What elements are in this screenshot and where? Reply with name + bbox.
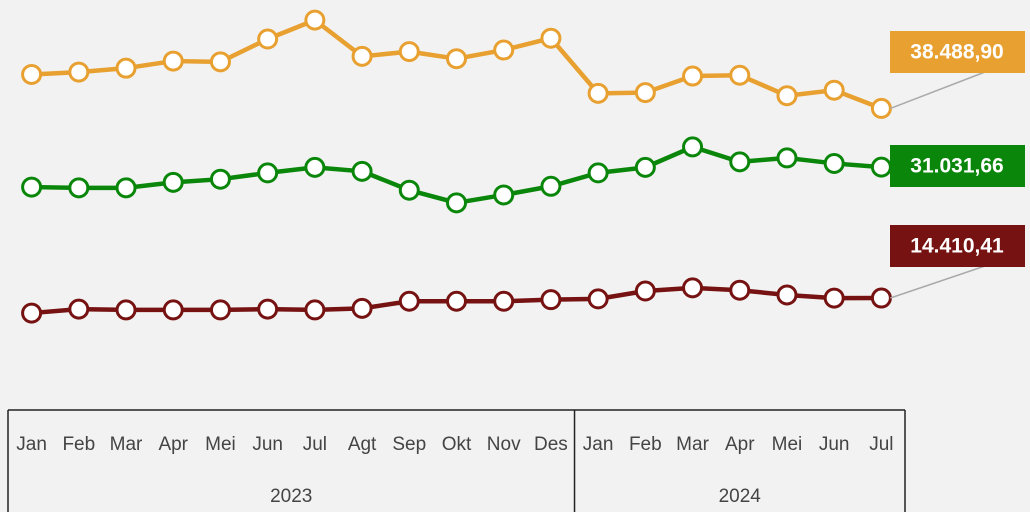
year-label: 2024 [719,486,762,507]
data-label: 14.410,41 [910,235,1004,258]
x-tick-label: Jun [819,434,850,455]
data-label: 31.031,66 [910,155,1003,178]
x-tick-label: Mar [676,434,709,455]
x-tick-label: Apr [725,434,755,455]
data-point [634,82,656,104]
data-point [823,79,845,101]
data-point [540,289,562,311]
data-point [304,9,326,31]
data-point [540,175,562,197]
data-point [587,288,609,310]
data-point [682,65,704,87]
data-point [823,287,845,309]
x-tick-label: Apr [158,434,188,455]
data-point [729,279,751,301]
data-point [209,299,231,321]
data-point [634,156,656,178]
data-point [540,27,562,49]
data-point [351,45,373,67]
data-point [304,156,326,178]
data-point [257,298,279,320]
data-point [776,147,798,169]
x-tick-label: Jun [252,434,283,455]
data-point [493,290,515,312]
data-point [209,168,231,190]
data-point [446,192,467,214]
data-point [823,152,845,174]
data-point [493,184,515,206]
x-tick-label: Jul [303,434,327,455]
year-label: 2023 [270,486,312,507]
leader-line [890,265,986,299]
x-tick-label: Des [534,434,568,455]
data-point [21,63,43,85]
data-point [634,280,656,302]
data-point [446,290,467,312]
x-tick-label: Nov [487,434,521,455]
x-tick-label: Jul [869,434,893,455]
label-box [890,225,1025,267]
x-tick-label: Feb [62,434,95,455]
data-point [682,136,704,158]
data-point [870,156,892,178]
leader-line [890,71,986,110]
data-point [870,97,892,119]
data-point [351,297,373,319]
data-point [162,171,184,193]
data-point [68,177,90,199]
x-tick-label: Mei [772,434,803,455]
data-point [257,28,279,50]
x-tick-label: Jan [16,434,47,455]
data-point [21,302,43,324]
label-box [890,145,1025,187]
data-point [398,290,420,312]
x-tick-label: Sep [392,434,426,455]
data-label: 38.488,90 [910,41,1003,64]
x-tick-label: Jan [583,434,614,455]
data-point [257,162,279,184]
x-tick-label: Feb [629,434,662,455]
data-point [115,57,137,79]
data-point [162,50,184,72]
data-point [115,299,137,321]
data-point [162,299,184,321]
data-point [493,39,515,61]
label-box [890,31,1025,73]
data-point [446,48,467,70]
data-point [21,176,43,198]
data-point [115,177,137,199]
data-point [68,298,90,320]
data-point [587,162,609,184]
x-tick-label: Mei [205,434,236,455]
data-point [729,151,751,173]
data-point [682,277,704,299]
data-point [776,284,798,306]
x-tick-label: Okt [442,434,472,455]
data-point [351,160,373,182]
data-point [776,85,798,107]
data-point [729,64,751,86]
data-point [398,41,420,63]
data-point [209,51,231,73]
data-point [587,82,609,104]
data-point [304,299,326,321]
x-tick-label: Mar [110,434,143,455]
data-point [870,287,892,309]
data-point [68,61,90,83]
x-tick-label: Agt [348,434,377,455]
data-point [398,179,420,201]
